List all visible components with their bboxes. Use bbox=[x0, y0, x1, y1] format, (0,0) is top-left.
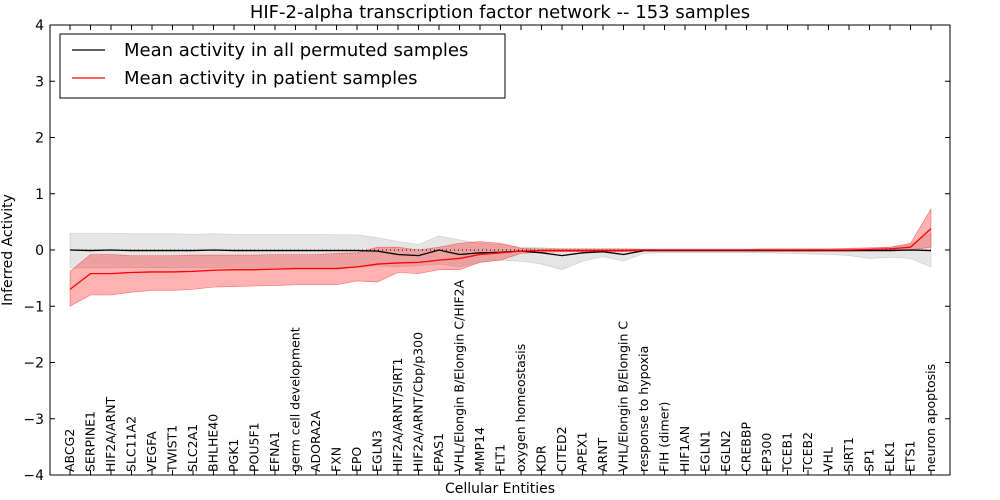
category-label: APEX1 bbox=[575, 431, 590, 472]
category-label: VHL bbox=[821, 447, 836, 472]
category-label: EP300 bbox=[759, 433, 774, 472]
category-label: ARNT bbox=[595, 437, 610, 472]
y-tick-label: 0 bbox=[35, 243, 44, 259]
category-label: EPO bbox=[349, 447, 364, 472]
category-label: TCEB1 bbox=[780, 432, 795, 473]
x-axis-ticks bbox=[69, 25, 932, 475]
legend-box bbox=[59, 33, 506, 99]
y-tick-label: 3 bbox=[35, 74, 44, 90]
category-label: germ cell development bbox=[288, 327, 303, 472]
category-label: ABCG2 bbox=[62, 429, 77, 472]
confidence-bands bbox=[69, 207, 932, 307]
category-label: CREBBP bbox=[739, 422, 754, 472]
category-label: EFNA1 bbox=[267, 431, 282, 472]
category-label: KDR bbox=[534, 445, 549, 472]
category-label: ELK1 bbox=[882, 441, 897, 472]
category-label: FXN bbox=[329, 447, 344, 472]
category-label: SIRT1 bbox=[841, 437, 856, 472]
y-axis-label: Inferred Activity bbox=[0, 194, 16, 306]
category-label: POU5F1 bbox=[247, 422, 262, 472]
category-label: ADORA2A bbox=[308, 410, 323, 472]
y-tick-label: 1 bbox=[35, 187, 44, 203]
category-label: SLC11A2 bbox=[124, 416, 139, 472]
category-label: CITED2 bbox=[554, 426, 569, 472]
category-label: PGK1 bbox=[226, 439, 241, 472]
category-label: MMP14 bbox=[472, 427, 487, 472]
category-label: ETS1 bbox=[903, 441, 918, 472]
category-label: VEGFA bbox=[144, 431, 159, 472]
band-patient bbox=[69, 207, 932, 307]
category-label: neuron apoptosis bbox=[923, 364, 938, 472]
category-label: EPAS1 bbox=[431, 433, 446, 472]
y-tick-label: −1 bbox=[23, 299, 44, 315]
chart-title: HIF-2-alpha transcription factor network… bbox=[250, 2, 750, 23]
category-label: TCEB2 bbox=[800, 432, 815, 473]
y-tick-label: −2 bbox=[23, 356, 44, 372]
legend-label-patient: Mean activity in patient samples bbox=[124, 68, 418, 89]
legend-label-permuted: Mean activity in all permuted samples bbox=[124, 40, 468, 61]
series-lines bbox=[69, 228, 932, 290]
category-label: FLT1 bbox=[493, 444, 508, 472]
category-label: HIF2A/ARNT/Cbp/p300 bbox=[411, 332, 426, 472]
y-tick-label: 4 bbox=[35, 18, 44, 34]
y-tick-label: −3 bbox=[23, 412, 44, 428]
category-label: SP1 bbox=[862, 449, 877, 472]
category-label: EGLN1 bbox=[698, 430, 713, 472]
category-label: oxygen homeostasis bbox=[513, 344, 528, 472]
legend: Mean activity in all permuted samples Me… bbox=[59, 33, 506, 99]
category-label: EGLN2 bbox=[718, 430, 733, 472]
category-label: EGLN3 bbox=[370, 430, 385, 472]
y-tick-label: −4 bbox=[23, 468, 44, 484]
category-labels: ABCG2 SERPINE1 HIF2A/ARNT SLC11A2 VEGFA TWIST… bbox=[62, 279, 938, 473]
category-label: VHL/Elongin B/Elongin C bbox=[616, 321, 631, 472]
y-tick-label: 2 bbox=[35, 131, 44, 147]
category-label: HIF2A/ARNT/SIRT1 bbox=[390, 358, 405, 472]
x-axis-label: Cellular Entities bbox=[445, 481, 555, 497]
category-label: HIF2A/ARNT bbox=[103, 396, 118, 472]
category-label: SERPINE1 bbox=[83, 411, 98, 472]
series-line-patient bbox=[69, 228, 932, 290]
category-label: TWIST1 bbox=[165, 425, 180, 473]
plot-area: 4 3 2 1 0 −1 −2 −3 −4 ABCG2 SERPINE1 HIF2A/ARNT SLC… bbox=[23, 18, 951, 484]
category-label: VHL/Elongin B/Elongin C/HIF2A bbox=[452, 279, 467, 472]
category-label: BHLHE40 bbox=[206, 414, 221, 472]
y-axis-ticks: 4 3 2 1 0 −1 −2 −3 −4 bbox=[23, 18, 950, 484]
category-label: response to hypoxia bbox=[636, 346, 651, 472]
category-label: SLC2A1 bbox=[185, 424, 200, 472]
category-label: FIH (dimer) bbox=[657, 402, 672, 472]
category-label: HIF1AN bbox=[677, 426, 692, 472]
